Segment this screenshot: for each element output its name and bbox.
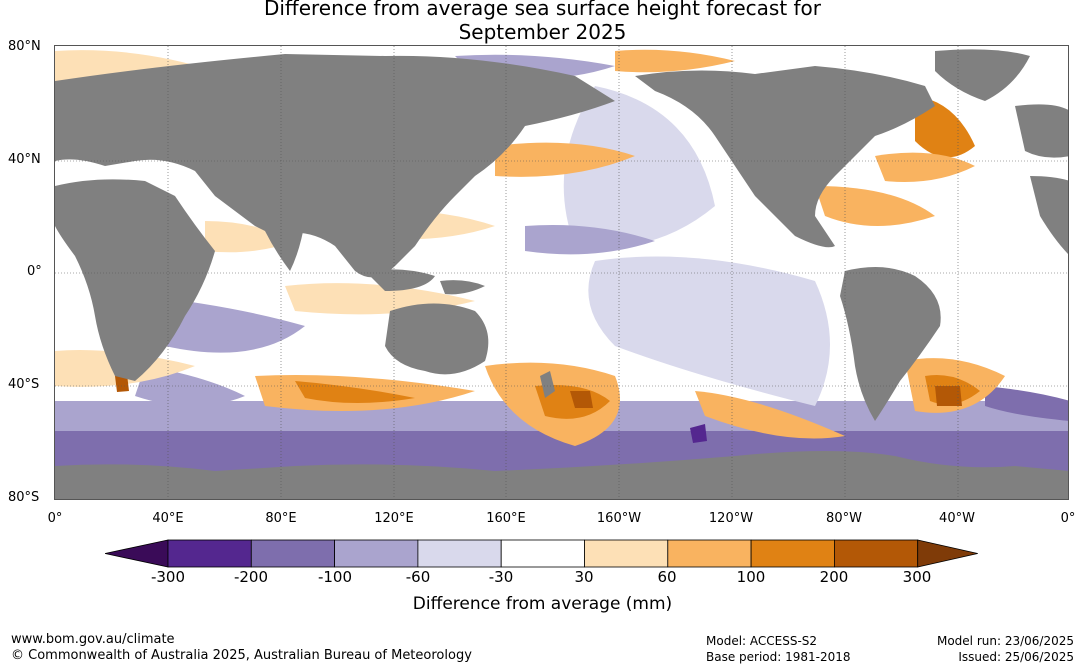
lat-label-40n: 40°N bbox=[8, 152, 41, 167]
footer-copyright: © Commonwealth of Australia 2025, Austra… bbox=[11, 648, 472, 663]
lon-label-0-right: 0° bbox=[1060, 511, 1076, 526]
europe-west-landmass bbox=[1015, 104, 1068, 158]
colorbar-tick--100: -100 bbox=[317, 568, 353, 586]
colorbar-segment bbox=[167, 539, 252, 568]
colorbar-segment bbox=[417, 539, 502, 568]
title-line-2: September 2025 bbox=[458, 20, 627, 44]
map-canvas bbox=[55, 46, 1068, 499]
africa-landmass bbox=[55, 179, 215, 381]
colorbar-segment bbox=[750, 539, 835, 568]
greenland-landmass bbox=[935, 49, 1030, 101]
colorbar-tick--200: -200 bbox=[233, 568, 269, 586]
australia-landmass bbox=[385, 303, 489, 375]
lon-label-160e: 160°E bbox=[486, 511, 526, 526]
colorbar-segment bbox=[667, 539, 752, 568]
colorbar-tick--60: -60 bbox=[405, 568, 431, 586]
colorbar bbox=[105, 539, 978, 568]
forecast-map bbox=[54, 45, 1069, 500]
south-america-landmass bbox=[840, 267, 941, 421]
colorbar-segment bbox=[500, 539, 585, 568]
colorbar-segment bbox=[584, 539, 669, 568]
footer-model: Model: ACCESS-S2 bbox=[706, 634, 818, 648]
north-america-landmass bbox=[635, 66, 935, 248]
footer-base-period: Base period: 1981-2018 bbox=[706, 650, 851, 664]
colorbar-tick-30: 30 bbox=[574, 568, 594, 586]
negative-anomaly-regions bbox=[55, 54, 1068, 491]
india-landmass bbox=[260, 209, 305, 271]
lon-label-0-left: 0° bbox=[47, 511, 63, 526]
graticule bbox=[55, 46, 1068, 499]
title-line-1: Difference from average sea surface heig… bbox=[263, 0, 822, 20]
footer-website: www.bom.gov.au/climate bbox=[11, 632, 175, 647]
colorbar-tick-300: 300 bbox=[902, 568, 932, 586]
colorbar-arrow-high bbox=[917, 539, 978, 568]
lat-label-equator: 0° bbox=[27, 264, 42, 279]
lat-label-80n: 80°N bbox=[8, 39, 41, 54]
colorbar-tick--30: -30 bbox=[488, 568, 514, 586]
colorbar-segment bbox=[334, 539, 419, 568]
colorbar-arrow-low bbox=[105, 539, 169, 568]
colorbar-title: Difference from average (mm) bbox=[412, 594, 673, 614]
eurasia-landmass bbox=[55, 54, 615, 278]
lon-label-40e: 40°E bbox=[152, 511, 184, 526]
lon-label-120e: 120°E bbox=[374, 511, 414, 526]
antarctica-landmass bbox=[55, 451, 1068, 499]
colorbar-tick--300: -300 bbox=[150, 568, 186, 586]
lon-label-80e: 80°E bbox=[265, 511, 297, 526]
colorbar-tick-200: 200 bbox=[819, 568, 849, 586]
colorbar-segment bbox=[834, 539, 919, 568]
maritime-continent bbox=[365, 269, 485, 295]
africa-east-wrap bbox=[1030, 176, 1068, 254]
lon-label-120w: 120°W bbox=[708, 511, 754, 526]
colorbar-tick-100: 100 bbox=[736, 568, 766, 586]
lat-label-80s: 80°S bbox=[8, 490, 40, 505]
colorbar-segment bbox=[250, 539, 336, 568]
lon-label-40w: 40°W bbox=[939, 511, 975, 526]
footer-issued: Issued: 25/06/2025 bbox=[958, 650, 1074, 664]
lon-label-80w: 80°W bbox=[826, 511, 862, 526]
map-title: Difference from average sea surface heig… bbox=[0, 0, 1085, 44]
land-masses bbox=[55, 49, 1068, 499]
lon-label-160w: 160°W bbox=[596, 511, 642, 526]
colorbar-tick-60: 60 bbox=[657, 568, 677, 586]
lat-label-40s: 40°S bbox=[8, 377, 40, 392]
new-zealand bbox=[540, 371, 555, 398]
footer-model-run: Model run: 23/06/2025 bbox=[936, 634, 1074, 648]
